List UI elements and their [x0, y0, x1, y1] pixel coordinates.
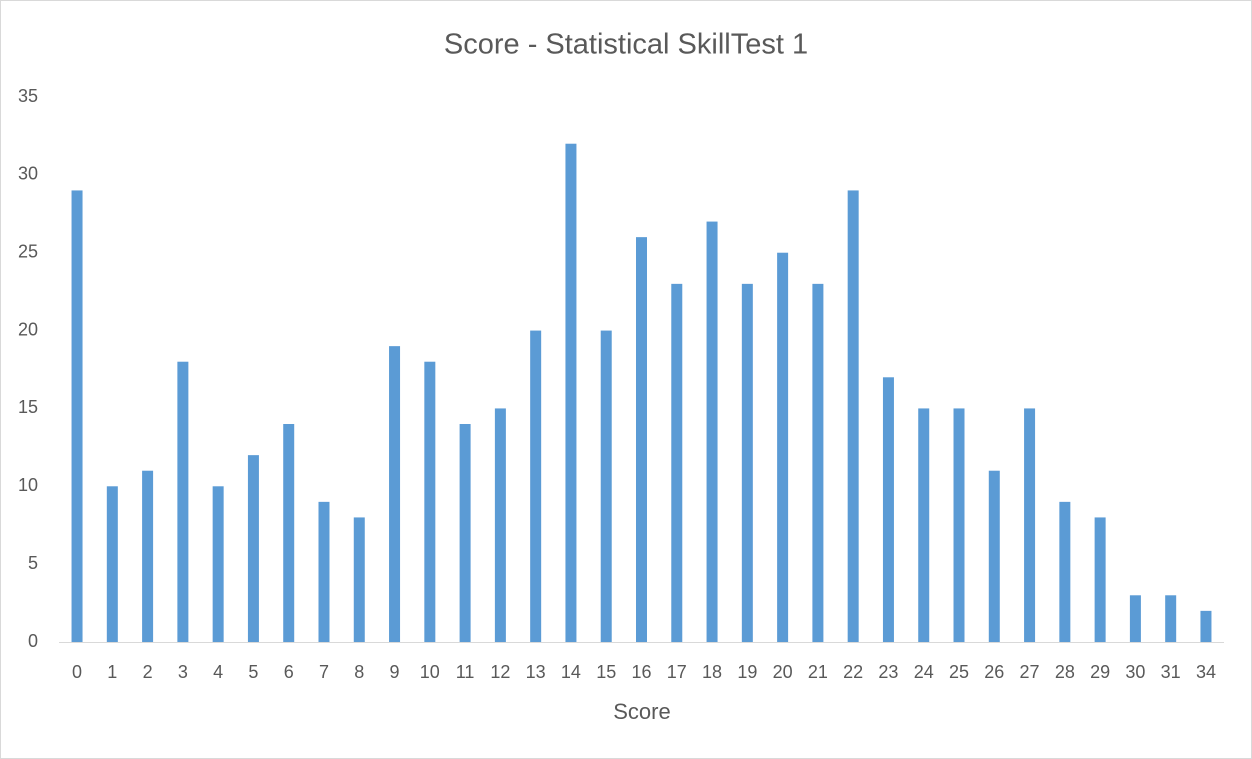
x-tick-label: 12	[490, 662, 510, 682]
bar	[1024, 408, 1036, 642]
x-tick-label: 2	[143, 662, 153, 682]
x-tick-label: 31	[1161, 662, 1181, 682]
x-tick-label: 7	[319, 662, 329, 682]
bar	[882, 377, 894, 642]
bar	[1094, 517, 1106, 642]
x-tick-label: 25	[949, 662, 969, 682]
x-axis-title: Score	[613, 699, 670, 724]
bar	[177, 361, 189, 642]
x-tick-label: 14	[561, 662, 581, 682]
bar	[459, 424, 471, 642]
bar	[671, 283, 683, 642]
x-tick-label: 4	[213, 662, 223, 682]
x-tick-label: 18	[702, 662, 722, 682]
x-tick-label: 21	[808, 662, 828, 682]
bar	[706, 221, 718, 643]
bar	[353, 517, 365, 642]
x-tick-label: 0	[72, 662, 82, 682]
x-tick-label: 10	[420, 662, 440, 682]
y-tick-label: 15	[18, 397, 38, 417]
y-tick-label: 35	[18, 86, 38, 106]
x-tick-label: 17	[667, 662, 687, 682]
x-tick-label: 11	[456, 662, 475, 682]
x-tick-label: 6	[284, 662, 294, 682]
x-tick-label: 23	[878, 662, 898, 682]
bar	[847, 190, 859, 642]
chart-title: Score - Statistical SkillTest 1	[444, 29, 808, 61]
bar	[953, 408, 965, 642]
bar	[424, 361, 436, 642]
bar	[1129, 595, 1141, 642]
x-tick-label: 20	[773, 662, 793, 682]
bar	[988, 470, 1000, 642]
x-tick-label: 1	[107, 662, 117, 682]
x-tick-label: 24	[914, 662, 934, 682]
bar	[636, 237, 647, 642]
y-tick-label: 30	[18, 164, 38, 184]
x-tick-label: 8	[354, 662, 364, 682]
bar	[565, 143, 577, 642]
bar	[212, 486, 224, 642]
bar	[389, 346, 401, 642]
x-tick-label: 27	[1020, 662, 1040, 682]
y-tick-label: 10	[18, 475, 38, 495]
y-tick-label: 5	[28, 553, 38, 573]
bar	[777, 252, 789, 642]
y-tick-label: 0	[28, 631, 38, 651]
x-tick-label: 15	[596, 662, 616, 682]
x-tick-label: 9	[390, 662, 400, 682]
x-tick-label: 22	[843, 662, 863, 682]
x-tick-label: 16	[631, 662, 651, 682]
bar	[247, 455, 259, 642]
bar	[812, 283, 824, 642]
bar	[494, 408, 506, 642]
x-tick-label: 28	[1055, 662, 1075, 682]
bar	[318, 501, 330, 642]
bar	[1059, 501, 1071, 642]
bar	[741, 283, 753, 642]
bar	[1165, 595, 1177, 642]
bar	[106, 486, 118, 642]
bar	[1200, 610, 1212, 642]
x-tick-label: 34	[1196, 662, 1216, 682]
bar	[918, 408, 930, 642]
y-tick-label: 20	[18, 319, 38, 339]
bar	[71, 190, 83, 642]
x-tick-label: 3	[178, 662, 188, 682]
y-tick-label: 25	[18, 241, 38, 261]
bar	[283, 424, 295, 642]
x-tick-label: 30	[1125, 662, 1145, 682]
bar	[530, 330, 542, 642]
bar	[600, 330, 612, 642]
x-tick-label: 19	[737, 662, 757, 682]
x-tick-label: 5	[248, 662, 258, 682]
x-tick-label: 13	[526, 662, 546, 682]
x-tick-label: 26	[984, 662, 1004, 682]
bar	[142, 470, 154, 642]
x-tick-label: 29	[1090, 662, 1110, 682]
